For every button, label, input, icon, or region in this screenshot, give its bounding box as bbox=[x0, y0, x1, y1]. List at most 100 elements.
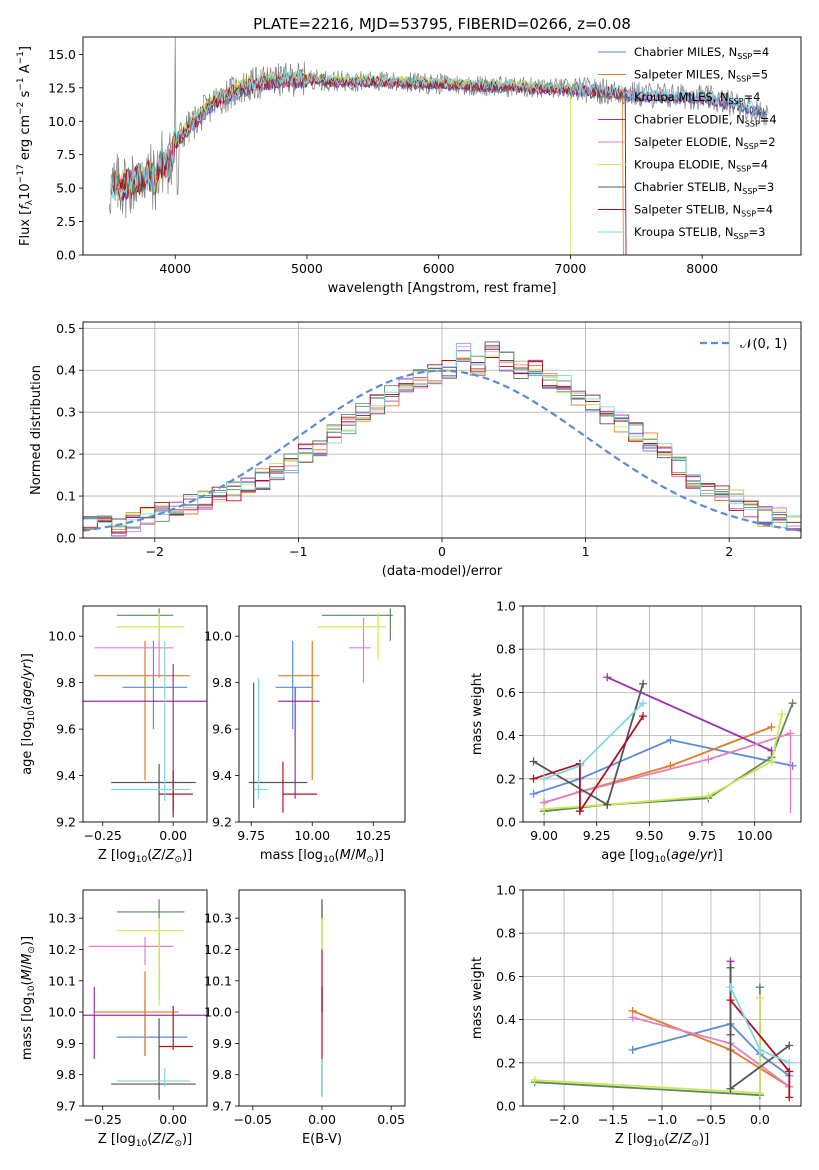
spectrum-legend: Chabrier MILES, NSSP=4 Salpeter MILES, NS… bbox=[598, 45, 777, 241]
y-tick-label: 10.0 bbox=[48, 1005, 76, 1020]
mass-weight-marker bbox=[628, 1045, 637, 1054]
mass-weight-marker bbox=[788, 699, 797, 708]
axis-frame: −2.0 −1.5 −1.0 −0.5 0.0 0.0 0.2 0.4 0.6 0.8 1.0 mas… bbox=[470, 883, 802, 1127]
axis-frame: −0.25 0.00 9.7 9.8 9.9 10.0 10.1 10.2 10.3 bbox=[48, 889, 208, 1127]
model-spectrum-line bbox=[110, 71, 762, 200]
x-tick-label: 5000 bbox=[291, 261, 323, 276]
y-tick-label: 5.0 bbox=[56, 181, 76, 196]
plot-area bbox=[529, 673, 797, 816]
y-tick-label: 10.2 bbox=[48, 942, 76, 957]
y-tick-label: 9.4 bbox=[56, 768, 76, 783]
y-tick-label: 10.2 bbox=[204, 942, 232, 957]
x-tick-label: 6000 bbox=[423, 261, 455, 276]
mass-weight-marker bbox=[767, 722, 776, 731]
axis-frame: −2 −1 0 1 2 0.0 0.1 0.2 0.3 0.4 0.5 (data-model)/er… bbox=[29, 321, 802, 579]
legend-entry: Kroupa ELODIE, NSSP=4 bbox=[634, 158, 768, 174]
mass-weight-marker bbox=[755, 983, 764, 992]
axis-frame: −0.05 0.00 0.05 9.7 9.8 9.9 10.0 10.1 10.2 10.3 bbox=[204, 889, 406, 1127]
legend-entry: Kroupa STELIB, NSSP=3 bbox=[634, 225, 765, 241]
x-axis-label: Z [log10(Z/Z⊙)] bbox=[98, 1132, 192, 1149]
y-tick-label: 7.5 bbox=[56, 147, 76, 162]
mass-weight-marker bbox=[639, 712, 648, 721]
legend-entry: Chabrier STELIB, NSSP=3 bbox=[634, 180, 774, 196]
y-tick-label: 9.8 bbox=[56, 1067, 76, 1082]
y-tick-label: 0.0 bbox=[496, 1099, 516, 1114]
y-tick-label: 0.2 bbox=[56, 447, 76, 462]
x-tick-label: 2 bbox=[725, 544, 733, 559]
x-tick-label: 8000 bbox=[686, 261, 718, 276]
mass-weight-marker bbox=[639, 699, 648, 708]
mass-weight-marker bbox=[755, 1045, 764, 1054]
y-tick-label: 9.8 bbox=[212, 675, 232, 690]
model-spectrum-line bbox=[116, 70, 572, 255]
x-tick-label: 0.00 bbox=[159, 828, 187, 843]
model-spectrum-line bbox=[110, 69, 627, 255]
y-tick-label: 0.0 bbox=[56, 248, 76, 263]
x-tick-label: 9.00 bbox=[530, 828, 558, 843]
x-axis-label: wavelength [Angstrom, rest frame] bbox=[328, 281, 557, 296]
legend-entry: Chabrier MILES, NSSP=4 bbox=[634, 45, 769, 61]
model-spectrum-line bbox=[112, 71, 624, 255]
y-tick-label: 0.4 bbox=[496, 728, 516, 743]
y-tick-label: 9.4 bbox=[212, 768, 232, 783]
plot-area bbox=[248, 608, 393, 813]
x-tick-label: 10.00 bbox=[294, 828, 330, 843]
residual-histogram-step bbox=[83, 342, 801, 534]
errorbar-axes: 9.75 10.00 10.25 9.2 9.4 9.6 9.8 10.0 mass [log1… bbox=[204, 605, 406, 865]
axis-frame: 9.00 9.25 9.50 9.75 10.00 0.0 0.2 0.4 0.6 0.8 1.0 m… bbox=[470, 599, 802, 843]
y-tick-label: 1.0 bbox=[496, 883, 516, 898]
x-axis-label: mass [log10(M/M⊙)] bbox=[260, 848, 384, 865]
mass-weight-marker bbox=[603, 800, 612, 809]
model-spectrum-line bbox=[111, 71, 627, 255]
y-tick-label: 9.7 bbox=[56, 1099, 76, 1114]
y-tick-label: 15.0 bbox=[48, 47, 76, 62]
mass-weight-marker bbox=[726, 963, 735, 972]
mass-weight-marker bbox=[726, 983, 735, 992]
y-tick-label: 0.0 bbox=[56, 531, 76, 546]
x-axis-label: Z [log10(Z/Z⊙)] bbox=[98, 848, 192, 865]
y-tick-label: 0.0 bbox=[496, 815, 516, 830]
errorbar-axes: −0.05 0.00 0.05 9.7 9.8 9.9 10.0 10.1 10.2 10.3 E(… bbox=[204, 889, 406, 1147]
mass-weight-marker bbox=[529, 757, 538, 766]
mass-weight-marker bbox=[785, 1041, 794, 1050]
x-tick-label: 9.75 bbox=[688, 828, 716, 843]
y-axis-label: mass [log10(M/M⊙)] bbox=[20, 936, 37, 1060]
axes-border bbox=[82, 36, 802, 256]
mass-weight-marker bbox=[628, 1013, 637, 1022]
y-axis-label: mass weight bbox=[470, 673, 485, 755]
x-tick-label: 0 bbox=[438, 544, 446, 559]
mass-weight-line bbox=[543, 702, 644, 780]
y-tick-label: 0.6 bbox=[496, 685, 516, 700]
y-tick-label: 2.5 bbox=[56, 214, 76, 229]
x-axis-label: E(B-V) bbox=[302, 1132, 342, 1147]
plot-area bbox=[530, 957, 794, 1102]
plot-area bbox=[83, 341, 801, 537]
mass-weight-line bbox=[543, 732, 791, 804]
x-tick-label: −2 bbox=[146, 544, 164, 559]
axes-border bbox=[522, 605, 802, 823]
mass-weight-line bbox=[534, 987, 761, 1097]
mass-weight-marker bbox=[529, 789, 538, 798]
y-axis-label: Normed distribution bbox=[29, 365, 44, 495]
y-tick-label: 0.4 bbox=[56, 363, 76, 378]
y-axis-label: mass weight bbox=[470, 957, 485, 1039]
mass-weight-line bbox=[632, 1022, 790, 1077]
mass-weight-marker bbox=[785, 1067, 794, 1076]
legend-entry: Salpeter ELODIE, NSSP=2 bbox=[634, 135, 776, 151]
mass-weight-line bbox=[533, 715, 644, 815]
x-tick-label: 10.25 bbox=[355, 828, 391, 843]
x-tick-label: −2.0 bbox=[549, 1112, 579, 1127]
y-tick-label: 0.8 bbox=[496, 642, 516, 657]
spectrum-axes: 4000 5000 6000 7000 8000 0.0 2.5 5.0 7.5 10.0 12.5… bbox=[16, 36, 802, 296]
residual-histogram-step bbox=[83, 345, 801, 528]
x-axis-label: Z [log10(Z/Z⊙)] bbox=[615, 1132, 709, 1149]
y-tick-label: 9.2 bbox=[212, 815, 232, 830]
y-tick-label: 0.2 bbox=[496, 771, 516, 786]
y-tick-label: 9.8 bbox=[56, 675, 76, 690]
x-tick-label: −0.5 bbox=[696, 1112, 726, 1127]
y-axis-label: Flux [fλ10−17 erg cm−2 s−1 A−1] bbox=[16, 46, 35, 246]
errorbar-axes: −0.25 0.00 9.7 9.8 9.9 10.0 10.1 10.2 10.3 Z [log… bbox=[48, 889, 208, 1149]
x-tick-label: 0.05 bbox=[377, 1112, 405, 1127]
legend-entry: Salpeter MILES, NSSP=5 bbox=[634, 68, 768, 84]
